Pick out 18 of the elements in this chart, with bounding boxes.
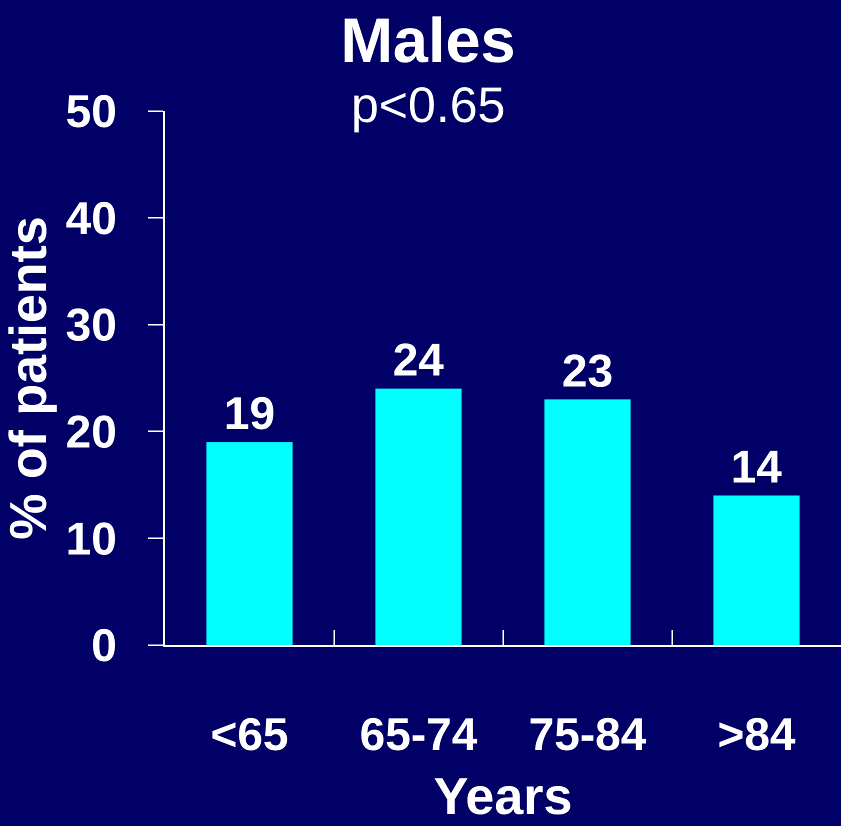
data-label: 14: [730, 440, 782, 492]
x-tick-label: <65: [210, 708, 289, 760]
y-tick-label: 0: [91, 619, 117, 672]
data-label: 19: [224, 387, 276, 440]
data-label: 23: [562, 344, 614, 396]
y-tick-label: 20: [66, 406, 117, 458]
y-tick-label: 50: [66, 85, 117, 138]
x-tick-label: 75-84: [528, 708, 647, 760]
x-axis-title: Years: [434, 768, 572, 826]
x-tick-label: >84: [717, 708, 796, 760]
chart-subtitle: p<0.65: [351, 77, 506, 133]
x-tick-label: 65-74: [360, 708, 478, 760]
y-tick-label: 40: [66, 192, 117, 244]
data-label: 24: [392, 334, 444, 386]
y-axis-title: % of patients: [0, 216, 58, 540]
chart-title: Males: [340, 6, 516, 76]
y-tick-label: 30: [66, 298, 117, 351]
y-tick-label: 10: [66, 512, 117, 564]
